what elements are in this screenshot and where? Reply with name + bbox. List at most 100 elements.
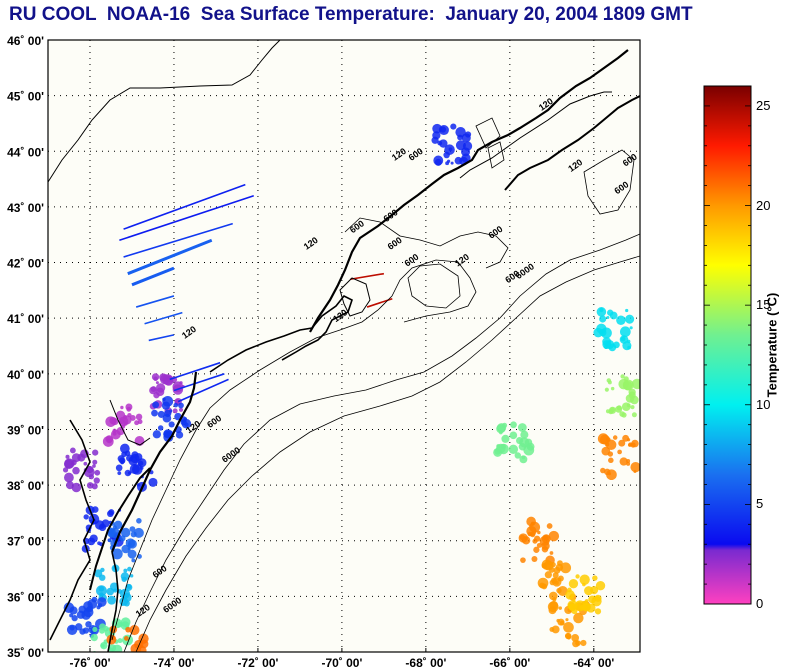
sst-pixel xyxy=(106,438,112,444)
sst-pixel xyxy=(137,458,147,468)
sst-pixel xyxy=(450,161,454,165)
sst-pixel xyxy=(110,654,115,659)
sst-pixel xyxy=(616,315,626,325)
sst-pixel xyxy=(157,410,165,418)
sst-pixel xyxy=(121,576,127,582)
lon-tick-label: -76˚ 00' xyxy=(70,656,111,670)
coastline-chesapeake-west xyxy=(49,419,95,641)
sst-pixel xyxy=(97,603,103,608)
sst-pixel xyxy=(127,566,132,572)
graticule xyxy=(48,39,640,653)
sst-pixel xyxy=(85,621,92,628)
sst-pixel xyxy=(455,126,466,138)
lat-tick-label: 36˚ 00' xyxy=(7,590,44,604)
sst-pixel xyxy=(510,421,517,429)
colorbar-ticks xyxy=(704,85,751,605)
sst-pixel xyxy=(622,379,634,391)
lon-tick-label: -66˚ 00' xyxy=(489,656,530,670)
sst-pixel xyxy=(153,376,158,382)
sst-pixel xyxy=(64,472,74,483)
sst-pixel xyxy=(568,603,577,612)
sst-pixel xyxy=(568,579,579,589)
sst-pixel xyxy=(179,381,183,385)
sst-pixel xyxy=(122,592,132,603)
sst-pixel xyxy=(120,527,131,538)
sst-pixel xyxy=(617,449,622,455)
sst-pixel xyxy=(548,530,560,542)
coastline-maine xyxy=(309,49,629,333)
sst-pixel xyxy=(534,535,541,542)
sst-pixel xyxy=(606,378,612,383)
sst-pixel xyxy=(71,482,82,493)
sst-pixel xyxy=(127,547,131,551)
sst-pixel xyxy=(127,667,130,670)
plot-frame xyxy=(47,39,641,653)
sst-pixel xyxy=(523,444,535,456)
sst-pixel xyxy=(65,454,70,459)
lat-tick-label: 46˚ 00' xyxy=(7,34,44,48)
sst-pixel xyxy=(602,340,612,349)
sst-pixel xyxy=(113,520,123,530)
sst-swath xyxy=(169,361,221,381)
sst-pixel xyxy=(111,548,123,560)
sst-pixel xyxy=(109,582,119,591)
lat-tick-label: 40˚ 00' xyxy=(7,368,44,382)
sst-pixel xyxy=(99,623,106,631)
sst-pixel xyxy=(97,541,101,546)
sst-patch-chesapeake-mouth xyxy=(81,505,124,553)
plot-background xyxy=(48,40,640,652)
sst-pixel xyxy=(613,341,620,349)
sst-pixel xyxy=(621,402,631,412)
sst-pixel xyxy=(178,402,184,409)
sst-pixel xyxy=(575,640,581,646)
sst-pixel xyxy=(539,582,545,589)
sst-pixel xyxy=(135,413,143,421)
lon-tick-label: -64˚ 00' xyxy=(573,656,614,670)
colorbar-tick-label: 5 xyxy=(756,496,764,512)
sst-pixel xyxy=(159,373,167,382)
coastline-inland-river xyxy=(109,399,151,446)
sst-pixel xyxy=(520,430,529,439)
sst-patch-nc-shelf xyxy=(94,564,134,607)
sst-pixel xyxy=(123,658,131,666)
sst-pixel xyxy=(608,472,612,476)
sst-patch-chesapeake-upper xyxy=(62,447,101,493)
sst-pixel xyxy=(72,466,80,475)
sst-pixel xyxy=(563,621,574,633)
sst-pixel xyxy=(128,659,136,667)
contour-georges-bank xyxy=(407,263,461,309)
sst-pixel xyxy=(601,446,611,456)
sst-pixel xyxy=(608,406,617,414)
sst-pixel xyxy=(521,455,526,460)
sst-pixel xyxy=(450,123,457,130)
sst-pixel xyxy=(592,575,598,581)
lat-tick-label: 42˚ 00' xyxy=(7,257,44,271)
sst-pixel xyxy=(439,126,447,133)
sst-pixel xyxy=(83,514,89,520)
sst-pixel xyxy=(580,639,587,647)
sst-pixel xyxy=(129,526,136,532)
sst-pixel xyxy=(596,323,607,334)
sst-pixel xyxy=(549,627,555,632)
sst-swath xyxy=(350,272,385,281)
sst-pixel xyxy=(626,461,631,466)
sst-pixel xyxy=(573,612,584,624)
coastline-new-england xyxy=(209,294,353,373)
sst-pixel xyxy=(529,521,541,533)
sst-pixel xyxy=(619,411,625,417)
sst-pixel xyxy=(541,559,552,570)
sst-pixel xyxy=(565,590,575,600)
sst-pixel xyxy=(79,628,86,635)
sst-pixel xyxy=(173,402,179,408)
sst-pixel xyxy=(125,583,133,591)
sst-pixel xyxy=(556,618,560,623)
sst-pixel xyxy=(514,452,521,459)
sst-pixel xyxy=(108,509,115,516)
sst-pixel xyxy=(557,577,562,582)
sst-pixel xyxy=(178,407,184,412)
sst-pixel xyxy=(551,577,557,584)
lat-tick-label: 39˚ 00' xyxy=(7,423,44,437)
coastline-nc xyxy=(107,551,119,652)
sst-pixel xyxy=(110,429,121,440)
